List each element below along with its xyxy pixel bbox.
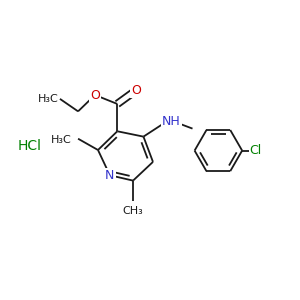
Text: O: O	[90, 88, 100, 101]
Text: NH: NH	[162, 115, 181, 128]
Text: H₃C: H₃C	[38, 94, 58, 104]
Text: N: N	[105, 169, 115, 182]
Text: HCl: HCl	[18, 139, 42, 152]
Text: Cl: Cl	[250, 144, 262, 157]
Text: CH₃: CH₃	[123, 206, 143, 216]
Text: O: O	[131, 84, 141, 97]
Text: H₃C: H₃C	[50, 135, 71, 145]
